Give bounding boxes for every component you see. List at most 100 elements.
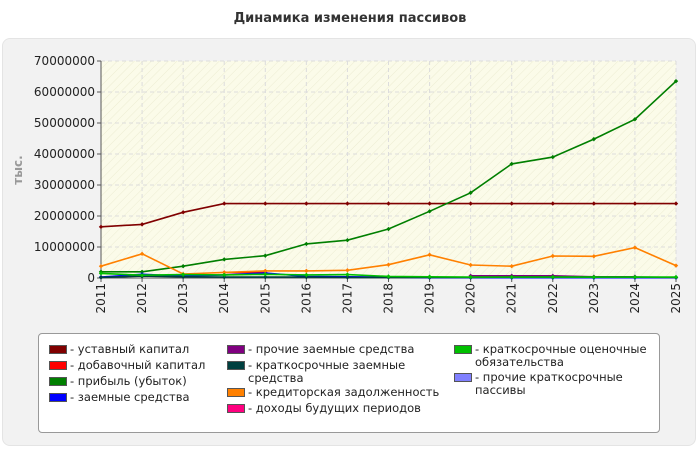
legend-label: - заемные средства — [70, 390, 190, 404]
data-point — [386, 226, 391, 232]
legend-label: - прибыль (убыток) — [70, 374, 187, 388]
data-point — [550, 253, 555, 259]
x-tick-label: 2011 — [94, 283, 108, 314]
data-point — [673, 263, 679, 268]
data-point — [263, 268, 268, 274]
legend-label: - прочие краткосрочные пассивы — [475, 370, 623, 397]
data-point — [345, 275, 350, 280]
data-point — [673, 78, 679, 84]
data-point — [468, 190, 473, 195]
data-point — [509, 274, 514, 280]
legend-swatch — [49, 361, 67, 370]
legend-item[interactable]: - добавочный капитал — [49, 359, 264, 372]
x-tick-label: 2012 — [135, 283, 149, 314]
data-point — [98, 271, 104, 276]
legend-item[interactable]: - доходы будущих периодов — [227, 402, 442, 415]
x-tick-label: 2018 — [382, 283, 396, 314]
data-point — [139, 273, 145, 278]
legend-swatch — [49, 377, 67, 386]
data-point — [632, 245, 638, 250]
legend-swatch — [454, 345, 472, 354]
legend-swatch — [227, 404, 245, 413]
data-point — [98, 275, 104, 280]
x-tick-label: 2024 — [628, 283, 642, 314]
y-tick-label: 0 — [87, 271, 95, 285]
legend-swatch — [49, 345, 67, 354]
data-point — [673, 201, 679, 206]
x-tick-label: 2022 — [546, 283, 560, 314]
data-point — [222, 201, 227, 206]
data-point — [427, 201, 432, 206]
data-point — [222, 272, 227, 278]
y-tick-label: 30000000 — [34, 178, 95, 192]
data-point — [386, 262, 391, 267]
data-point — [632, 201, 638, 206]
data-point — [427, 209, 432, 214]
y-tick-label: 40000000 — [34, 147, 95, 161]
data-point — [304, 272, 309, 278]
data-point — [509, 161, 514, 167]
data-point — [345, 268, 350, 273]
x-tick-label: 2013 — [176, 283, 190, 314]
data-point — [591, 201, 597, 206]
legend-item[interactable]: - прочие краткосрочные пассивы — [454, 371, 654, 397]
y-axis-label: тыс. — [11, 155, 25, 184]
data-point — [509, 264, 514, 269]
legend-label: - кредиторская задолженность — [248, 385, 440, 399]
data-point — [591, 136, 597, 142]
data-point — [139, 222, 145, 227]
legend-label: - краткосрочные заемные средства — [248, 358, 406, 385]
data-point — [98, 264, 104, 269]
legend-label: - прочие заемные средства — [248, 342, 415, 356]
legend-item[interactable]: - краткосрочные оценочные обязательства — [454, 343, 654, 369]
data-point — [468, 201, 473, 206]
x-tick-label: 2025 — [669, 283, 683, 314]
data-point — [632, 274, 638, 280]
y-tick-label: 60000000 — [34, 85, 95, 99]
data-point — [468, 262, 473, 268]
data-point — [345, 201, 350, 206]
y-tick-label: 10000000 — [34, 240, 95, 254]
data-point — [222, 257, 227, 262]
legend-swatch — [454, 373, 472, 382]
legend-item[interactable]: - прочие заемные средства — [227, 343, 442, 356]
data-point — [263, 201, 268, 206]
data-point — [180, 272, 186, 277]
data-point — [591, 254, 597, 259]
data-point — [263, 274, 268, 280]
data-point — [550, 201, 555, 206]
legend-item[interactable]: - кредиторская задолженность — [227, 386, 442, 399]
legend-label: - краткосрочные оценочные обязательства — [475, 342, 647, 369]
data-point — [139, 251, 145, 257]
series-6 — [98, 245, 679, 277]
legend-swatch — [227, 345, 245, 354]
legend-item[interactable]: - уставный капитал — [49, 343, 264, 356]
legend-swatch — [49, 393, 67, 402]
legend-swatch — [227, 388, 245, 397]
data-point — [180, 210, 186, 215]
legend-item[interactable]: - заемные средства — [49, 391, 264, 404]
x-tick-label: 2020 — [464, 283, 478, 314]
data-point — [427, 274, 432, 279]
x-tick-label: 2021 — [505, 283, 519, 314]
data-point — [304, 268, 309, 274]
legend-label: - доходы будущих периодов — [248, 401, 421, 415]
legend-item[interactable]: - краткосрочные заемные средства — [227, 359, 442, 385]
data-point — [673, 274, 679, 280]
data-point — [98, 224, 104, 230]
y-tick-label: 50000000 — [34, 116, 95, 130]
data-point — [591, 274, 597, 280]
legend-label: - добавочный капитал — [70, 358, 206, 372]
series-2 — [98, 78, 679, 274]
data-point — [345, 272, 350, 277]
legend-item[interactable]: - прибыль (убыток) — [49, 375, 264, 388]
x-tick-label: 2016 — [299, 283, 313, 314]
series-8 — [98, 271, 679, 280]
x-tick-label: 2015 — [258, 283, 272, 314]
data-point — [550, 274, 555, 280]
data-point — [263, 253, 268, 258]
data-point — [139, 269, 145, 274]
data-point — [632, 117, 638, 122]
data-point — [304, 241, 309, 247]
